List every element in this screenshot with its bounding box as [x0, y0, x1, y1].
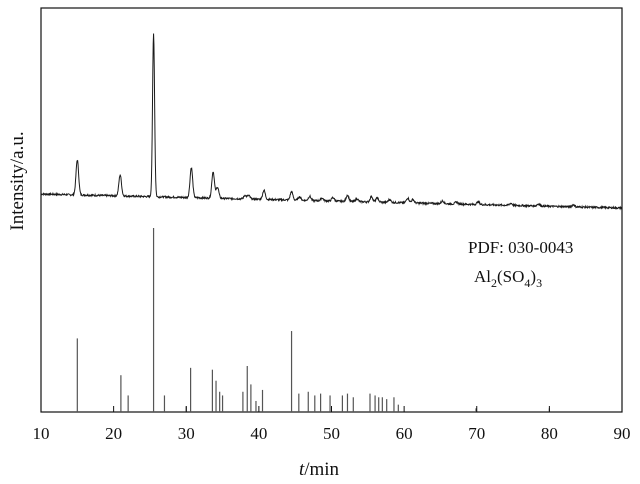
- x-tick-label: 70: [468, 424, 485, 443]
- x-tick-label: 30: [178, 424, 195, 443]
- reference-formula: Al2(SO4)3: [474, 267, 542, 290]
- x-tick-label: 40: [250, 424, 267, 443]
- plot-area: 10 20 30 40 50 60 70 80 90: [33, 8, 631, 443]
- x-axis-label-unit: /min: [304, 459, 339, 480]
- x-tick-label: 20: [105, 424, 122, 443]
- x-tick-label: 50: [323, 424, 340, 443]
- measured-xrd-trace: [41, 34, 622, 209]
- plot-frame: [41, 8, 622, 412]
- y-axis-label: Intensity/a.u.: [7, 131, 28, 230]
- formula-part: (SO: [497, 267, 524, 286]
- formula-part: Al: [474, 267, 491, 286]
- x-tick-label: 80: [541, 424, 558, 443]
- x-tick-label: 60: [396, 424, 413, 443]
- x-tick-label: 90: [614, 424, 631, 443]
- x-tick-label: 10: [33, 424, 50, 443]
- reference-pdf-label: PDF: 030-0043: [468, 238, 573, 257]
- x-axis-label: t/min: [299, 459, 340, 480]
- formula-subscript: 3: [536, 276, 542, 290]
